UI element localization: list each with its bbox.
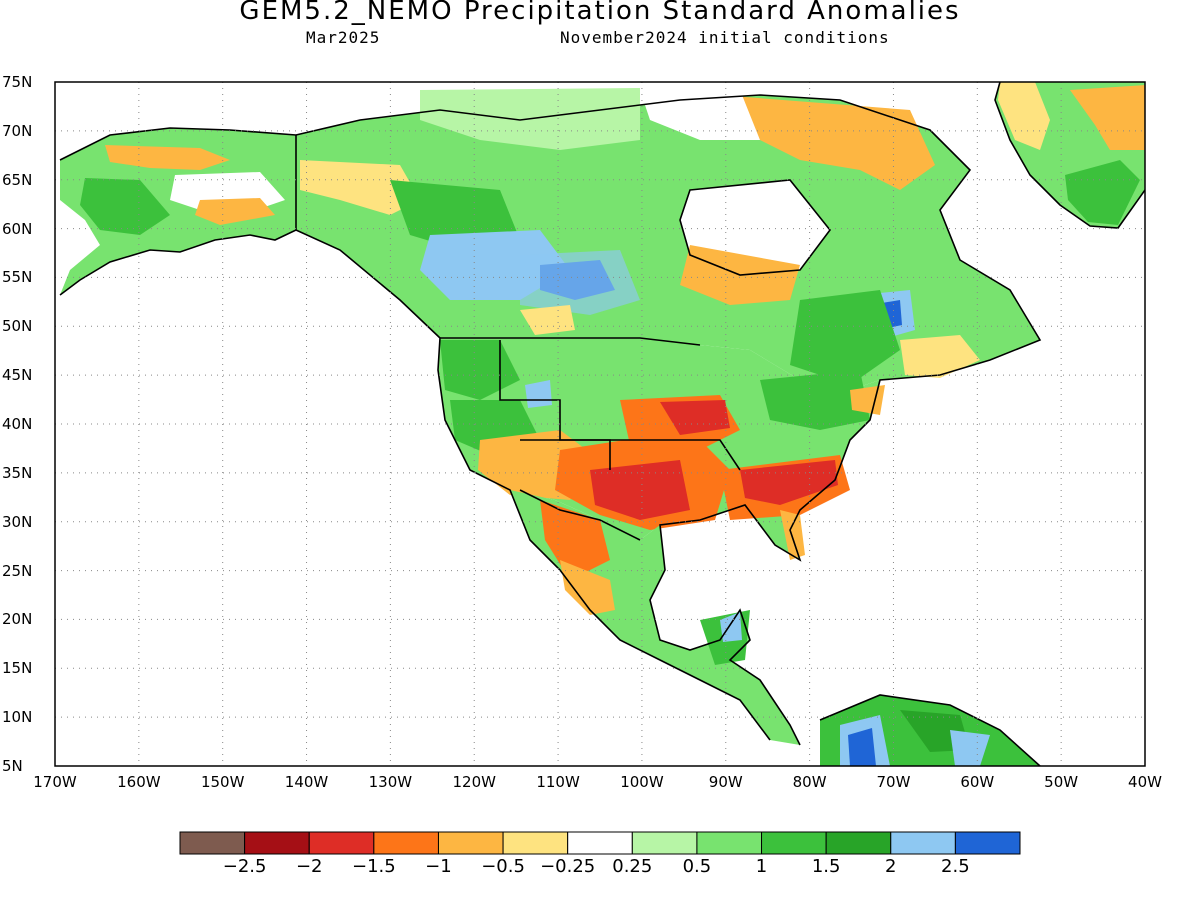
colorbar-swatch (825, 831, 892, 855)
guiana-wet (950, 730, 990, 766)
initial-conditions: November2024 initial conditions (560, 28, 890, 47)
lon-label: 90W (708, 773, 743, 791)
colorbar-swatch (954, 831, 1021, 855)
lat-label: 40N (2, 415, 33, 433)
colorbar-label: −2 (295, 856, 323, 877)
map-title: GEM5.2_NEMO Precipitation Standard Anoma… (239, 0, 961, 26)
lat-label: 55N (2, 268, 33, 287)
northeast-dry-spot (850, 385, 885, 415)
map-frame (54, 81, 1146, 767)
lon-label: 70W (876, 773, 911, 791)
lat-label: 65N (2, 170, 33, 189)
lon-label: 150W (200, 773, 245, 791)
lon-label: 40W (1128, 773, 1162, 791)
lon-label: 50W (1044, 773, 1079, 791)
lat-label: 45N (2, 366, 33, 385)
maritimes-dry (900, 335, 980, 378)
baffin-dry (720, 95, 935, 190)
colorbar-label: 1 (755, 856, 768, 877)
forecast-month: Mar2025 (306, 28, 381, 47)
greenland-dry-west (998, 82, 1050, 150)
yukon-dry (300, 160, 420, 215)
texas-core (590, 460, 690, 520)
colorbar-swatch (502, 831, 569, 855)
colorbar-label: −2.5 (222, 856, 267, 877)
colorbar-swatch (437, 831, 504, 855)
lon-label: 140W (284, 773, 329, 791)
bc-dry-spot (520, 305, 575, 335)
lat-label: 50N (2, 317, 33, 336)
lat-label: 5N (2, 757, 23, 775)
idaho-wet-spot (525, 380, 552, 408)
colorbar-swatch (567, 831, 633, 855)
lon-label: 60W (960, 773, 995, 791)
alaska-dry-north (105, 145, 230, 170)
lat-label: 25N (2, 561, 33, 580)
lat-label: 75N (2, 73, 33, 91)
alaska-land (60, 128, 296, 295)
colorbar-swatch (761, 831, 827, 855)
lat-label: 10N (2, 708, 33, 727)
lat-label: 20N (2, 610, 33, 629)
colorbar-swatch (696, 831, 763, 855)
lat-label: 15N (2, 659, 33, 678)
lat-label: 35N (2, 463, 33, 482)
colorbar-label: 2.5 (941, 856, 970, 877)
colorbar-swatch (179, 831, 246, 855)
lat-label: 70N (2, 121, 33, 140)
lat-label: 30N (2, 512, 33, 531)
alaska-dry-south (195, 198, 275, 225)
colorbar-swatch (373, 831, 439, 855)
anomaly-field (60, 82, 1145, 766)
colorbar-label: −1.5 (351, 856, 396, 877)
lon-label: 170W (33, 773, 77, 791)
greenland-wet-south (1065, 160, 1140, 225)
mexico-north-dry (540, 500, 610, 580)
colorbar (179, 831, 1021, 855)
colombia-wet-core (848, 728, 876, 766)
colorbar-label: 0.5 (682, 856, 712, 877)
lon-label: 100W (620, 773, 664, 791)
lon-label: 120W (452, 773, 496, 791)
quebec-wet (790, 290, 900, 385)
lon-label: 160W (117, 773, 161, 791)
lon-label: 130W (368, 773, 413, 791)
southeast-core (740, 460, 838, 505)
colorbar-label: 1.5 (811, 856, 841, 877)
baffin-white (640, 90, 760, 140)
lon-label: 110W (536, 773, 580, 791)
northeast-wet (760, 370, 870, 430)
colorbar-label: −1 (425, 856, 452, 877)
colorbar-swatch (308, 831, 375, 855)
alaska-wet-west (80, 178, 170, 235)
mexico-west-dry (560, 560, 615, 615)
colorbar-label: −0.25 (540, 856, 596, 877)
colorbar-label: −0.5 (481, 856, 525, 877)
colorbar-label: 0.25 (612, 856, 653, 877)
colorbar-swatch (890, 831, 956, 855)
colorbar-swatch (631, 831, 698, 855)
colorbar-label: 2 (885, 856, 897, 877)
lon-label: 80W (792, 773, 827, 791)
coastlines (59, 82, 1145, 766)
sask-wet-ring (520, 250, 640, 315)
mid-mississippi-core (660, 400, 730, 435)
greenland-dry-east (1070, 85, 1145, 150)
colorbar-swatch (244, 831, 310, 855)
lat-label: 60N (2, 219, 33, 238)
